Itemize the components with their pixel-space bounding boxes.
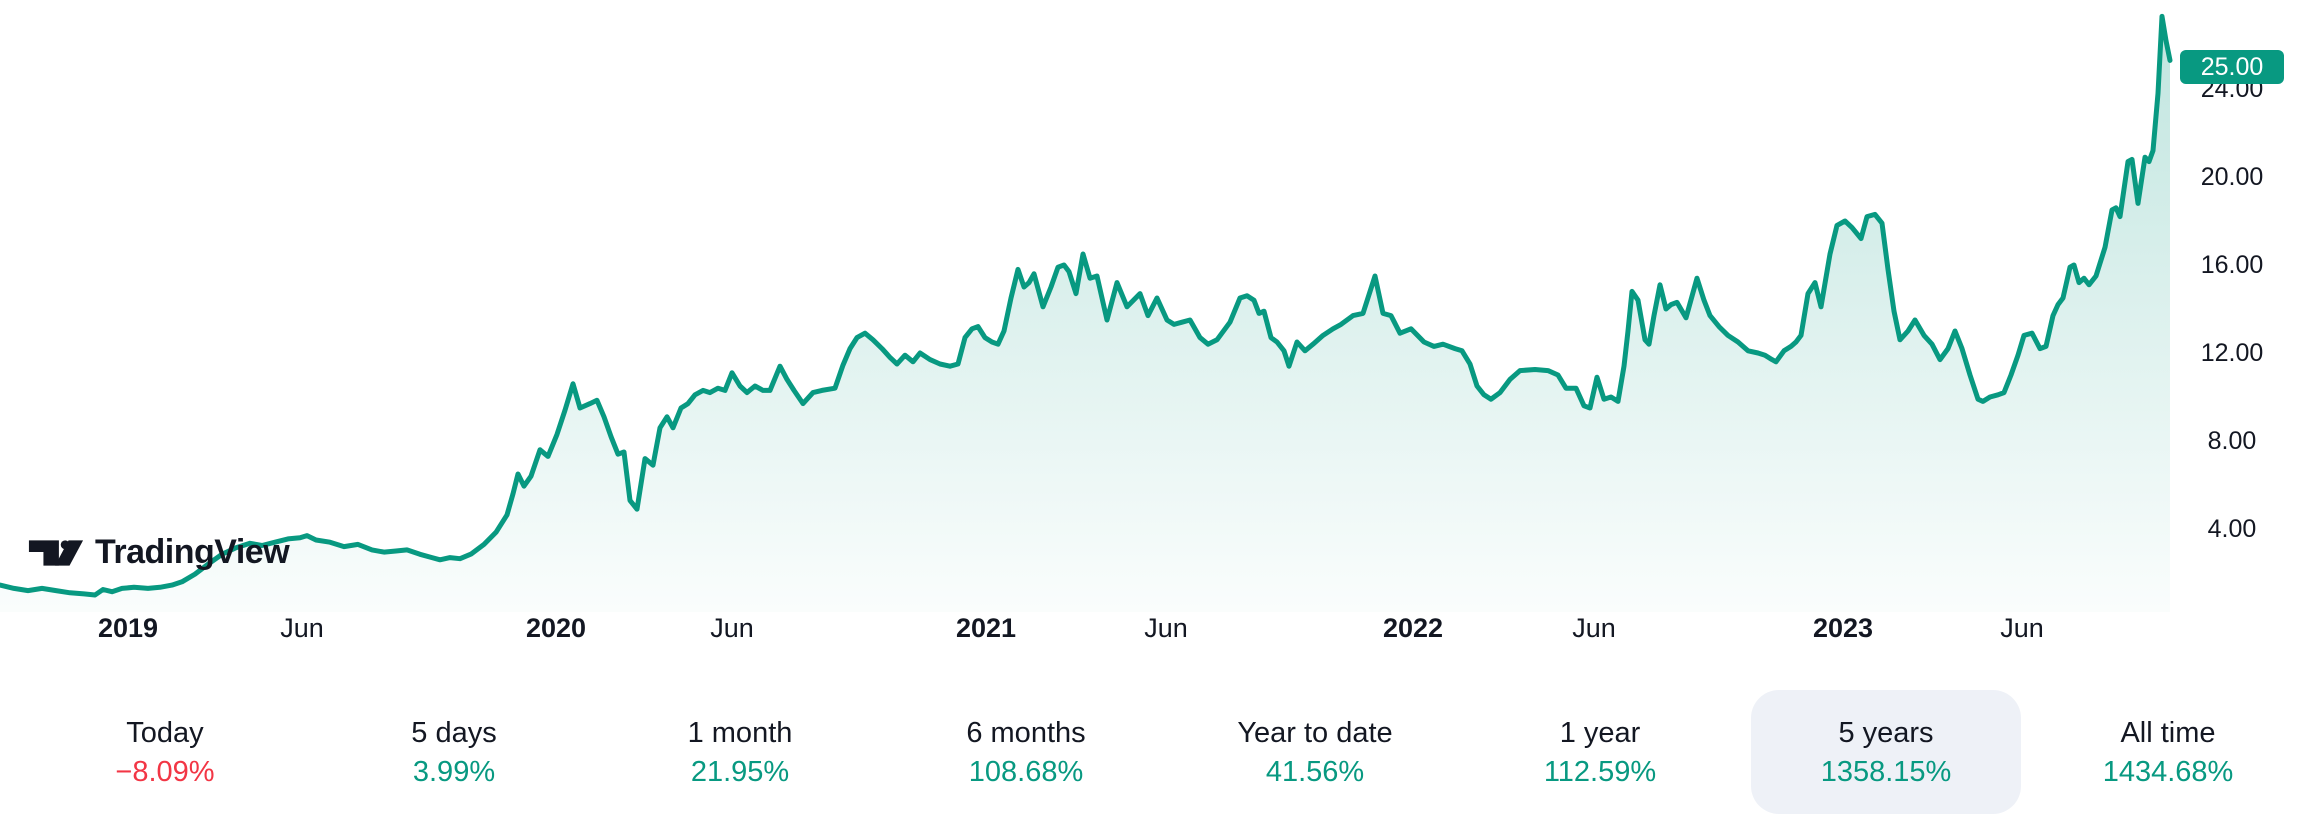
x-axis-tick: Jun bbox=[1144, 613, 1188, 643]
period-change-value: −8.09% bbox=[115, 755, 215, 788]
last-price-badge: 25.00 bbox=[2180, 50, 2284, 84]
period-label: 6 months bbox=[966, 716, 1086, 749]
x-axis-tick: Jun bbox=[2000, 613, 2044, 643]
period-change-value: 108.68% bbox=[968, 755, 1084, 788]
price-line bbox=[0, 13, 2173, 598]
price-chart-svg bbox=[0, 13, 2173, 612]
period-button-year-to-date[interactable]: Year to date 41.56% bbox=[1180, 690, 1450, 814]
x-axis-tick: 2020 bbox=[525, 613, 587, 643]
y-axis-tick: 16.00 bbox=[2200, 251, 2264, 279]
period-button-1-month[interactable]: 1 month 21.95% bbox=[605, 690, 875, 814]
price-area-fill bbox=[0, 16, 2170, 612]
x-axis-tick: 2022 bbox=[1382, 613, 1444, 643]
period-button-all-time[interactable]: All time 1434.68% bbox=[2033, 690, 2303, 814]
period-button-6-months[interactable]: 6 months 108.68% bbox=[891, 690, 1161, 814]
period-change-value: 21.95% bbox=[690, 755, 790, 788]
period-label: 5 years bbox=[1838, 716, 1934, 749]
period-label: 1 month bbox=[687, 716, 793, 749]
period-label: Year to date bbox=[1237, 716, 1393, 749]
period-change-value: 41.56% bbox=[1265, 755, 1365, 788]
x-axis-tick: Jun bbox=[1572, 613, 1616, 643]
x-axis-tick: 2021 bbox=[955, 613, 1017, 643]
x-axis-tick: Jun bbox=[710, 613, 754, 643]
y-axis-tick: 20.00 bbox=[2200, 163, 2264, 191]
y-axis-tick: 8.00 bbox=[2207, 427, 2257, 455]
period-button-1-year[interactable]: 1 year 112.59% bbox=[1465, 690, 1735, 814]
period-button-today[interactable]: Today −8.09% bbox=[30, 690, 300, 814]
y-axis-tick: 12.00 bbox=[2200, 339, 2264, 367]
period-change-value: 1434.68% bbox=[2102, 755, 2234, 788]
period-change-value: 1358.15% bbox=[1820, 755, 1952, 788]
period-selector: Today −8.09% 5 days 3.99% 1 month 21.95%… bbox=[0, 690, 2308, 816]
x-axis-tick: Jun bbox=[280, 613, 324, 643]
tradingview-logo-text: TradingView bbox=[95, 533, 290, 571]
x-axis-tick: 2023 bbox=[1812, 613, 1874, 643]
price-chart[interactable]: 24.00 20.00 16.00 12.00 8.00 4.00 2019 Jun 2020… bbox=[0, 0, 2308, 660]
period-label: 5 days bbox=[411, 716, 497, 749]
period-label: Today bbox=[126, 716, 204, 749]
period-label: 1 year bbox=[1559, 716, 1641, 749]
period-change-value: 112.59% bbox=[1543, 755, 1657, 788]
period-label: All time bbox=[2120, 716, 2216, 749]
period-button-5-years[interactable]: 5 years 1358.15% bbox=[1751, 690, 2021, 814]
period-button-5-days[interactable]: 5 days 3.99% bbox=[319, 690, 589, 814]
period-change-value: 3.99% bbox=[412, 755, 496, 788]
y-axis-tick: 4.00 bbox=[2207, 515, 2257, 543]
tradingview-logo[interactable]: TradingView bbox=[27, 533, 290, 572]
tradingview-logo-icon bbox=[28, 539, 84, 566]
x-axis-tick: 2019 bbox=[97, 613, 159, 643]
